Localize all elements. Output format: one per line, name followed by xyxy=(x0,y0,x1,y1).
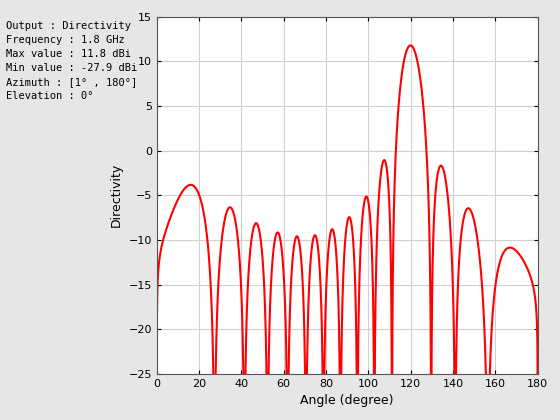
X-axis label: Angle (degree): Angle (degree) xyxy=(301,394,394,407)
Y-axis label: Directivity: Directivity xyxy=(110,163,123,227)
Text: Output : Directivity
Frequency : 1.8 GHz
Max value : 11.8 dBi
Min value : -27.9 : Output : Directivity Frequency : 1.8 GHz… xyxy=(6,21,137,101)
